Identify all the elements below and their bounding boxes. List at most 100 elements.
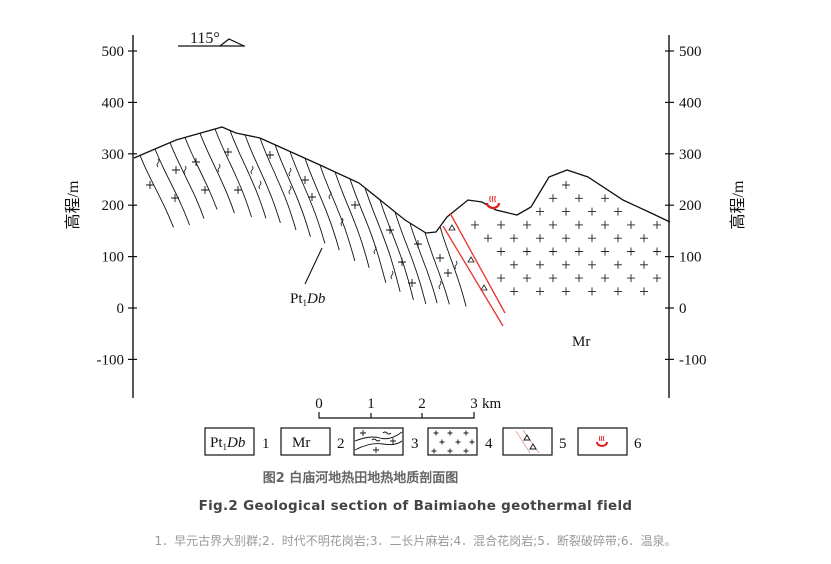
foliation-line xyxy=(184,137,218,210)
svg-text:6: 6 xyxy=(634,436,642,452)
y-tick-label-left: 400 xyxy=(102,95,125,111)
legend-item-2: Mr 2 xyxy=(280,427,345,456)
cross-symbol xyxy=(201,186,209,194)
cross-symbol xyxy=(497,247,505,256)
cross-symbol xyxy=(627,220,635,229)
cross-symbol xyxy=(447,448,453,454)
cross-symbol xyxy=(192,158,200,166)
svg-text:4: 4 xyxy=(485,436,493,452)
foliation-line xyxy=(319,164,356,262)
cross-symbol xyxy=(575,220,583,229)
y-axis-label-right: 高程/m xyxy=(729,180,747,229)
cross-symbol xyxy=(398,258,406,266)
foliation-line xyxy=(424,232,450,305)
cross-symbol xyxy=(640,287,648,296)
cross-symbol xyxy=(523,247,531,256)
cross-symbol xyxy=(536,260,544,269)
cross-symbol xyxy=(575,274,583,283)
svg-text:2: 2 xyxy=(337,436,345,452)
cross-symbol xyxy=(224,148,232,156)
fault-line xyxy=(442,225,504,327)
fault-line xyxy=(449,212,506,314)
foliation-line xyxy=(199,133,235,214)
unit-label-pt1db: Pt1Db xyxy=(290,291,326,308)
cross-symbol xyxy=(469,439,475,445)
cross-symbol xyxy=(536,287,544,296)
foliation-line xyxy=(274,144,311,237)
fault-zone xyxy=(442,212,506,327)
gneiss-symbol xyxy=(288,185,292,195)
orientation-label: 115° xyxy=(190,30,220,47)
cross-symbol xyxy=(386,226,394,234)
foliation-line xyxy=(304,158,340,251)
hot-spring-icon xyxy=(596,435,608,447)
cross-symbol xyxy=(562,207,570,216)
gneiss-symbol xyxy=(156,158,160,168)
cross-symbol xyxy=(171,194,179,202)
legend-item-5: 5 xyxy=(502,427,567,456)
cross-symbol xyxy=(562,234,570,243)
y-tick-label-left: 200 xyxy=(102,198,125,214)
cross-symbol xyxy=(497,274,505,283)
gneiss-symbol xyxy=(250,165,254,175)
cross-symbol xyxy=(575,194,583,203)
cross-symbol xyxy=(408,279,416,287)
cross-symbol xyxy=(234,186,242,194)
cross-symbol xyxy=(146,181,154,189)
cross-symbol xyxy=(447,430,453,436)
gneiss-symbol xyxy=(454,260,458,270)
svg-text:3: 3 xyxy=(411,436,419,452)
figure-legend-note: 1．早元古界大别群;2．时代不明花岗岩;3．二长片麻岩;4．混合花岗岩;5．断裂… xyxy=(154,534,677,548)
cross-symbol xyxy=(614,260,622,269)
axes: 500 500 400 400 300 300 200 200 100 100 0 0 -100 -100 xyxy=(97,35,707,398)
cross-symbol xyxy=(640,260,648,269)
legend-item-6: 6 xyxy=(577,427,642,456)
cross-symbol xyxy=(536,207,544,216)
foliation-line xyxy=(439,226,467,307)
foliation-line xyxy=(139,155,174,228)
svg-text:1: 1 xyxy=(262,436,270,452)
cross-symbol xyxy=(455,439,461,445)
unit-label-mr: Mr xyxy=(572,334,590,350)
scale-bar: 0 1 2 3 km xyxy=(315,396,502,419)
scale-tick: 2 xyxy=(418,396,426,412)
y-tick-label-left: 300 xyxy=(102,147,125,163)
cross-symbol xyxy=(562,260,570,269)
scale-unit: km xyxy=(482,396,502,412)
y-tick-label-right: 300 xyxy=(679,147,702,163)
cross-symbol xyxy=(562,287,570,296)
foliation-line xyxy=(214,128,252,218)
cross-symbol xyxy=(536,234,544,243)
legend-item-4: 4 xyxy=(427,427,493,456)
svg-text:Pt1Db: Pt1Db xyxy=(210,435,246,452)
y-tick-label-right: 0 xyxy=(679,301,687,317)
cross-symbol xyxy=(433,430,439,436)
cross-symbol xyxy=(614,207,622,216)
foliation-line xyxy=(259,137,297,231)
gneiss-symbol xyxy=(288,167,292,177)
cross-symbol xyxy=(510,287,518,296)
y-tick-label-left: 100 xyxy=(102,250,125,266)
foliation-line xyxy=(154,148,190,226)
cross-symbol xyxy=(640,234,648,243)
orientation-marker: 115° xyxy=(178,30,245,47)
cross-symbol xyxy=(601,247,609,256)
cross-symbol xyxy=(653,247,661,256)
cross-symbol xyxy=(510,260,518,269)
cross-symbol xyxy=(463,430,469,436)
cross-symbol xyxy=(627,274,635,283)
cross-symbol xyxy=(471,220,479,229)
y-tick-label-right: 200 xyxy=(679,198,702,214)
gneiss-symbol xyxy=(438,280,442,290)
gneiss-symbol xyxy=(183,165,187,175)
cross-symbol xyxy=(510,234,518,243)
cross-symbol xyxy=(601,220,609,229)
cross-symbol xyxy=(549,220,557,229)
cross-symbol xyxy=(431,448,437,454)
cross-symbol xyxy=(588,260,596,269)
y-tick-label-left: 500 xyxy=(102,44,125,60)
y-tick-label-right: 400 xyxy=(679,95,702,111)
foliation-line xyxy=(394,211,427,305)
gneiss-symbol xyxy=(390,270,394,280)
cross-symbol xyxy=(614,234,622,243)
